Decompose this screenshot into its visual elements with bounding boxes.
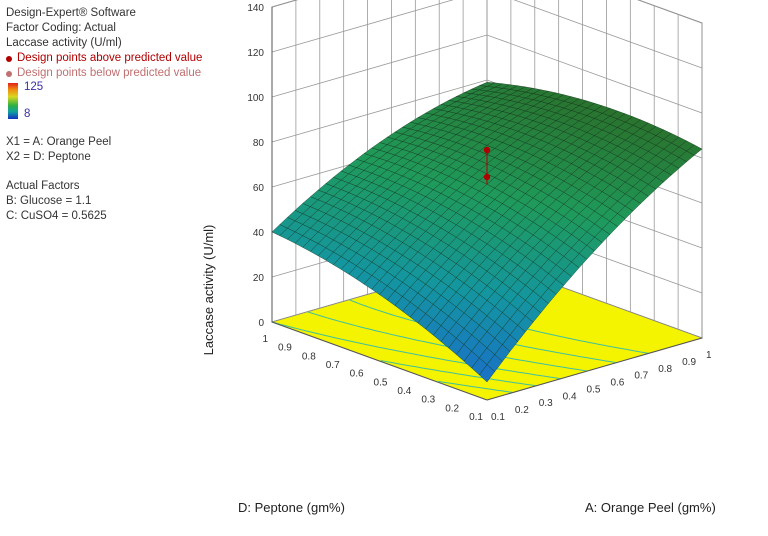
x-tick-label: 0.6 (610, 378, 624, 389)
z-tick-label: 40 (253, 228, 265, 239)
contour-line (271, 321, 561, 380)
above-point-icon (6, 55, 12, 62)
contour-line (307, 311, 588, 372)
x2-label: X2 = D: Peptone (6, 151, 91, 163)
color-scale: 125 8 (6, 81, 236, 121)
x-axis-title: A: Orange Peel (gm%) (585, 500, 716, 515)
x-tick-label: 0.3 (539, 398, 553, 409)
software-label: Design-Expert® Software (6, 7, 136, 19)
factor-b-label: B: Glucose = 1.1 (6, 195, 92, 207)
z-tick-label: 140 (247, 3, 264, 14)
x-tick-label: 0.7 (634, 371, 648, 382)
y-tick-label: 0.2 (445, 403, 459, 414)
color-scale-bar (8, 83, 18, 119)
x-tick-label: 1 (706, 350, 712, 361)
design-points (483, 146, 491, 185)
color-scale-min: 8 (24, 108, 31, 120)
x-tick-label: 0.8 (658, 364, 672, 375)
below-label: Design points below predicted value (17, 67, 202, 79)
x-tick-label: 0.2 (515, 405, 529, 416)
z-tick-label: 20 (253, 273, 265, 284)
y-tick-label: 0.3 (421, 395, 435, 406)
surface-facet (479, 364, 495, 383)
above-label: Design points above predicted value (17, 52, 203, 64)
x-tick-label: 0.5 (587, 384, 601, 395)
y-tick-label: 0.9 (278, 343, 292, 354)
legend-above: Design points above predicted value (6, 51, 236, 66)
z-tick-label: 100 (247, 93, 264, 104)
x-tick-label: 0.1 (491, 412, 505, 423)
contour-line (438, 380, 514, 393)
axes: 0 20 40 60 80 100 120 140 0.1 0.2 0.3 0.4 0.5 0.6 0.7 0… (247, 3, 712, 423)
response-label: Laccase activity (U/ml) (6, 37, 122, 49)
x-axis-line (486, 337, 703, 401)
y-axis-line (271, 321, 488, 401)
y-tick-label: 0.4 (397, 386, 411, 397)
x-tick-label: 0.9 (682, 357, 696, 368)
y-axis-title: D: Peptone (gm%) (238, 500, 345, 515)
z-tick-label: 120 (247, 48, 264, 59)
legend-panel: Design-Expert® Software Factor Coding: A… (6, 6, 236, 224)
y-tick-label: 0.5 (374, 377, 388, 388)
below-point-icon (6, 70, 12, 77)
z-tick-label: 60 (253, 183, 265, 194)
y-tick-label: 0.6 (350, 369, 364, 380)
legend-below: Design points below predicted value (6, 66, 236, 81)
contour-line (380, 360, 537, 387)
factor-coding-label: Factor Coding: Actual (6, 22, 116, 34)
actual-factors-heading: Actual Factors (6, 180, 80, 192)
z-tick-label: 80 (253, 138, 265, 149)
z-axis-title: Laccase activity (U/ml) (201, 225, 216, 356)
response-surface (271, 82, 703, 383)
y-tick-label: 0.1 (469, 412, 483, 423)
y-tick-label: 1 (262, 334, 268, 345)
y-tick-label: 0.7 (326, 360, 340, 371)
x-tick-label: 0.4 (563, 391, 577, 402)
x1-label: X1 = A: Orange Peel (6, 136, 112, 148)
color-scale-max: 125 (24, 81, 44, 93)
y-tick-label: 0.8 (302, 351, 316, 362)
factor-c-label: C: CuSO4 = 0.5625 (6, 210, 107, 222)
z-tick-label: 0 (258, 318, 264, 329)
